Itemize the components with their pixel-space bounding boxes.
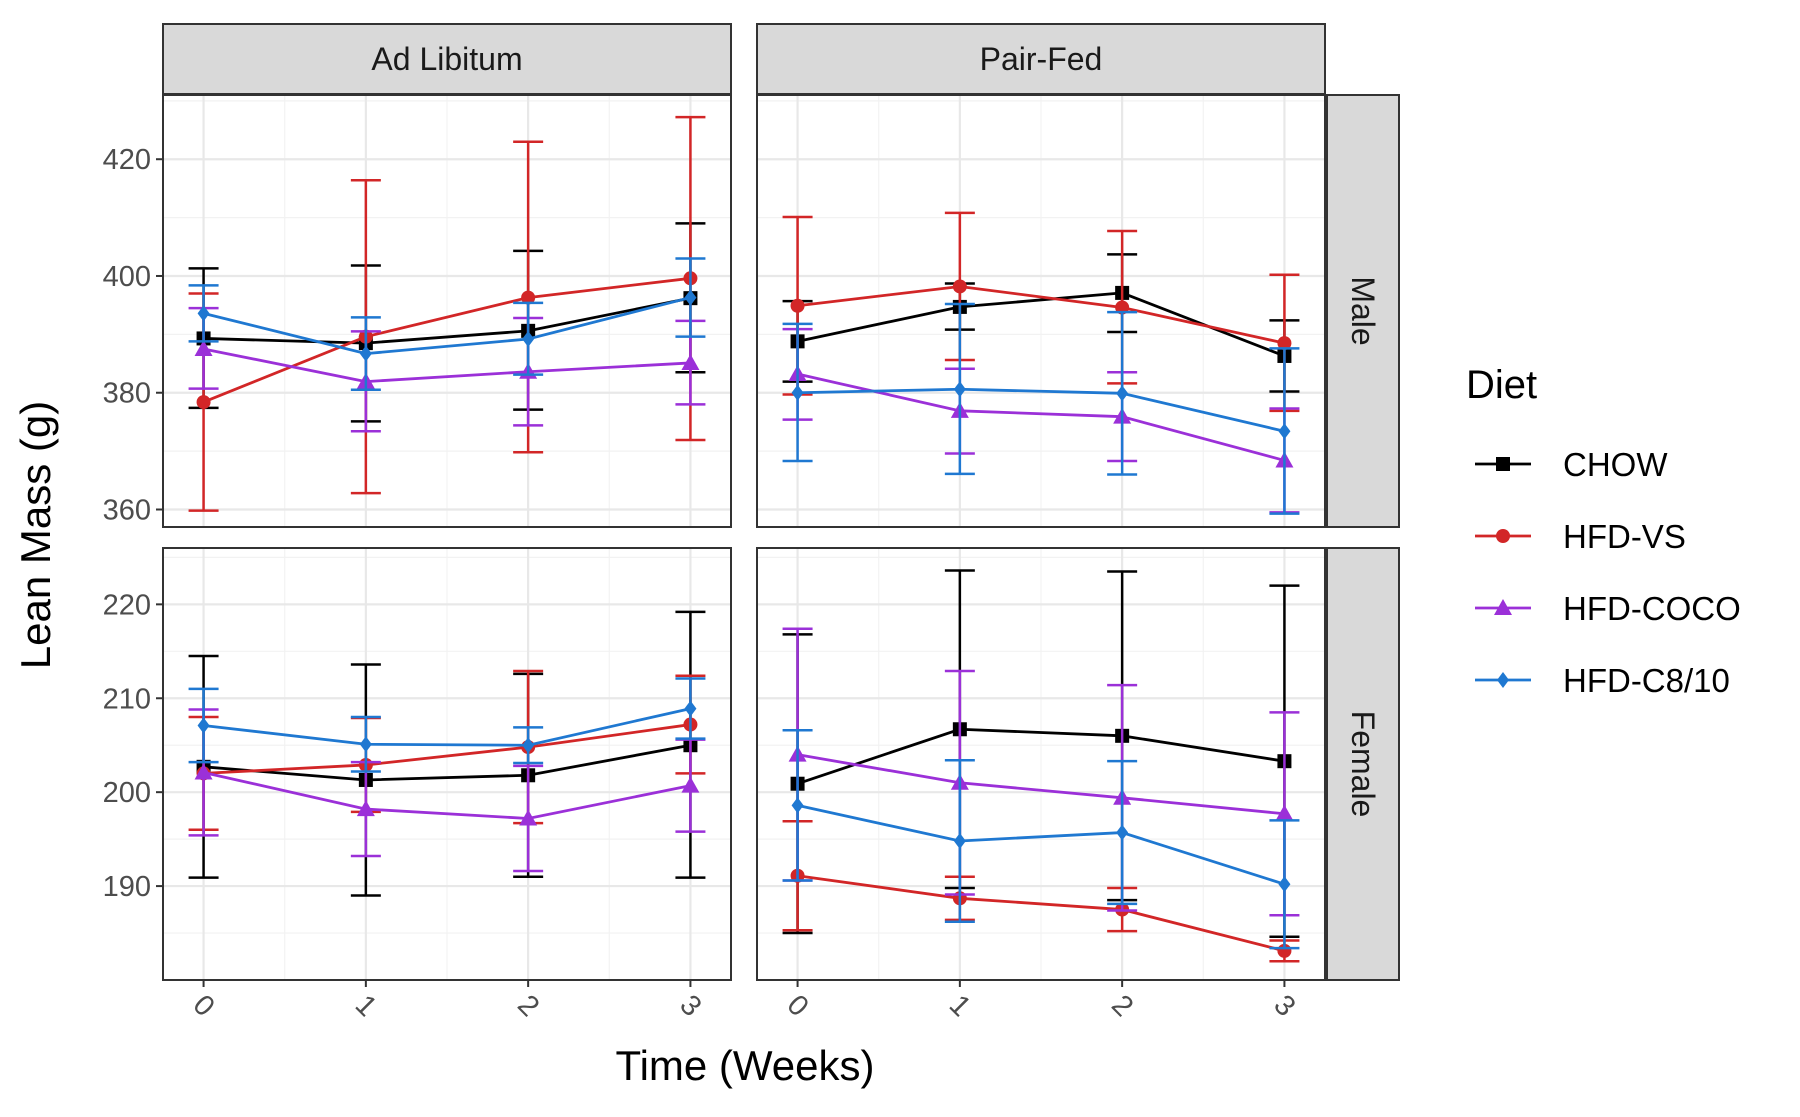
panel-border (162, 547, 732, 981)
legend-label: HFD-VS (1563, 518, 1686, 555)
data-point (791, 384, 804, 401)
data-point (790, 298, 805, 313)
x-tick-label: 3 (673, 989, 707, 1023)
legend-key-marker (1494, 599, 1512, 615)
y-tick-label: 220 (103, 589, 151, 621)
x-tick-label: 0 (781, 989, 815, 1023)
column-strip-pair-fed (756, 23, 1326, 95)
legend-label: HFD-COCO (1563, 590, 1741, 627)
legend-item-chow: CHOW (1475, 446, 1668, 483)
x-axis-title: Time (Weeks) (615, 1042, 874, 1089)
data-point (359, 345, 372, 362)
data-point (196, 395, 211, 410)
data-point (791, 797, 804, 814)
panel-pair-fed-female (756, 547, 1326, 981)
series-line (797, 803, 1285, 886)
data-point (1116, 385, 1129, 402)
y-tick-label: 360 (103, 494, 151, 526)
y-tick-label: 380 (103, 378, 151, 410)
data-point (359, 736, 372, 753)
data-point (684, 700, 697, 717)
legend: Diet CHOW HFD-VS HFD-COCO HFD-C8/10 (1466, 363, 1741, 699)
data-point (197, 305, 210, 322)
data-point (1275, 804, 1294, 821)
series-line (203, 771, 691, 820)
series-line (797, 387, 1285, 433)
row-strip-label: Female (1345, 711, 1381, 818)
data-point (953, 833, 966, 850)
row-strip-male (1326, 94, 1400, 528)
data-point (356, 800, 375, 817)
axes-layer: Time (Weeks) Lean Mass (g) 360 380 400 420 1… (12, 144, 1301, 1089)
y-tick-label: 190 (103, 871, 151, 903)
series-line (797, 285, 1285, 345)
legend-label: HFD-C8/10 (1563, 662, 1730, 699)
series-line (203, 347, 691, 384)
x-tick-label: 2 (511, 989, 545, 1023)
x-tick-label: 1 (943, 989, 977, 1023)
x-tick-label: 2 (1105, 989, 1139, 1023)
series-line (797, 372, 1285, 462)
series-hfd-c8-10 (782, 302, 1300, 515)
row-strip-female (1326, 547, 1400, 981)
data-point (684, 289, 697, 306)
legend-key-marker (1496, 457, 1510, 471)
legend-title: Diet (1466, 363, 1537, 407)
series-hfd-c8-10 (188, 677, 706, 773)
data-point (522, 737, 535, 754)
legend-item-hfd-c8-10: HFD-C8/10 (1475, 662, 1730, 699)
series-line (797, 874, 1285, 953)
panel-pair-fed-male (756, 94, 1326, 528)
data-point (1278, 876, 1291, 893)
series-line (203, 743, 691, 782)
series-line (203, 296, 691, 345)
row-strip-label: Male (1345, 276, 1381, 345)
data-point (1277, 336, 1292, 351)
series-line (797, 727, 1285, 786)
series-line (203, 723, 691, 775)
y-tick-label: 420 (103, 144, 151, 176)
panel-layer: Ad Libitum Pair-Fed Male Female (162, 23, 1400, 981)
series-line (203, 707, 691, 747)
legend-item-hfd-vs: HFD-VS (1475, 518, 1686, 555)
series-hfd-c8-10 (782, 728, 1300, 950)
panel-ad-libitum-female (162, 547, 732, 981)
data-point (1278, 423, 1291, 440)
column-strip-label: Ad Libitum (371, 41, 522, 77)
data-point (521, 290, 536, 305)
data-point (953, 381, 966, 398)
column-strip-ad-libitum (162, 23, 732, 95)
series-line (797, 753, 1285, 816)
panel-border (162, 94, 732, 528)
y-tick-label: 200 (103, 777, 151, 809)
y-axis-title: Lean Mass (g) (12, 401, 59, 669)
series-line (203, 296, 691, 356)
legend-key-marker (1496, 529, 1510, 543)
data-point (1116, 824, 1129, 841)
data-point (522, 331, 535, 348)
legend-key-marker (1497, 672, 1509, 688)
x-tick-label: 1 (349, 989, 383, 1023)
series-hfd-c8-10 (188, 257, 706, 392)
data-point (681, 776, 700, 793)
data-point (519, 809, 538, 826)
data-point (194, 339, 213, 356)
y-tick-label: 400 (103, 261, 151, 293)
y-tick-label: 210 (103, 683, 151, 715)
x-tick-label: 0 (187, 989, 221, 1023)
legend-item-hfd-coco: HFD-COCO (1475, 590, 1741, 627)
panel-border (756, 94, 1326, 528)
data-point (681, 353, 700, 370)
data-point (197, 717, 210, 734)
x-tick-label: 3 (1267, 989, 1301, 1023)
panel-ad-libitum-male (162, 94, 732, 528)
column-strip-label: Pair-Fed (980, 41, 1103, 77)
panel-border (756, 547, 1326, 981)
data-point (194, 763, 213, 780)
data-point (952, 279, 967, 294)
legend-label: CHOW (1563, 446, 1668, 483)
series-line (203, 276, 691, 404)
